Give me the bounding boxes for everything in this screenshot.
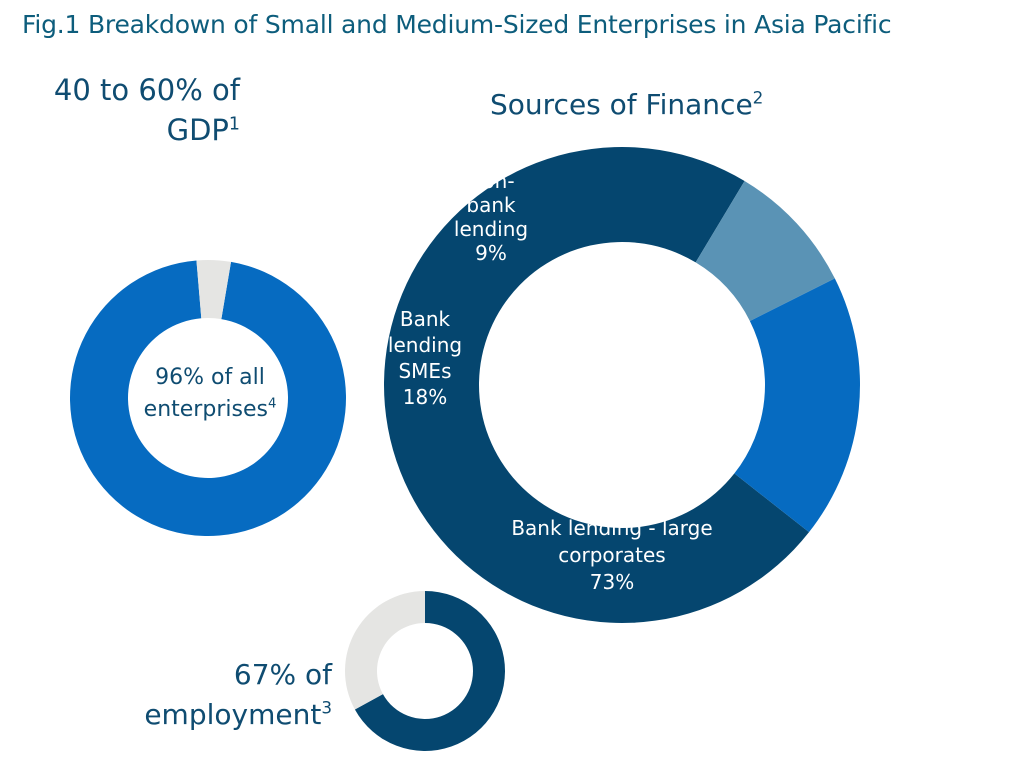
slice-label-line: 18% xyxy=(403,385,447,409)
donut-slice xyxy=(695,180,835,321)
slice-label: Bank lending SMEs 18% xyxy=(388,307,462,409)
donut-slice xyxy=(196,259,232,320)
donut-slice xyxy=(344,591,425,710)
gdp-label-line1: 40 to 60% of xyxy=(53,73,240,107)
slice-label-line: Bank lending - large xyxy=(511,516,712,540)
sources-of-finance-title-text: Sources of Finance xyxy=(490,88,753,121)
enterprises-label-line1: 96% of all xyxy=(155,365,265,390)
employment-label-line1: 67% of xyxy=(233,658,332,691)
employment-footnote-ref: 3 xyxy=(321,697,332,718)
donut-slice xyxy=(734,278,860,533)
employment-label: 67% of employment3 xyxy=(110,655,332,735)
slice-label-line: lending xyxy=(388,333,462,357)
finance-donut: Bank lending - large corporates 73%Bank len… xyxy=(384,147,860,623)
slice-label-line: bank xyxy=(466,193,516,217)
sources-of-finance-title: Sources of Finance2 xyxy=(490,88,763,121)
slice-label-line: Non- xyxy=(467,169,514,193)
enterprises-donut xyxy=(70,259,347,536)
enterprises-label: 96% of all enterprises4 xyxy=(120,362,300,426)
finance-footnote-ref: 2 xyxy=(752,87,764,108)
gdp-footnote-ref: 1 xyxy=(228,114,240,135)
slice-label-line: lending xyxy=(454,217,528,241)
donut-slice xyxy=(354,591,505,751)
enterprises-footnote-ref: 4 xyxy=(267,396,277,412)
slice-label-line: Bank xyxy=(400,307,451,331)
donut-slice xyxy=(70,260,347,536)
employment-label-line2: employment xyxy=(144,698,322,731)
slice-label-line: 73% xyxy=(590,570,634,594)
slice-label-line: SMEs xyxy=(398,359,451,383)
gdp-label-line2: GDP xyxy=(166,113,229,147)
donut-slice xyxy=(384,147,810,623)
enterprises-label-line2: enterprises xyxy=(143,397,268,422)
slice-label: Bank lending - large corporates 73% xyxy=(511,516,712,594)
slice-label-line: corporates xyxy=(558,543,665,567)
slice-label-line: 9% xyxy=(475,241,507,265)
employment-donut xyxy=(344,591,505,751)
figure-title: Fig.1 Breakdown of Small and Medium-Size… xyxy=(22,10,892,39)
slice-label: Non-bank lending 9% xyxy=(454,169,528,265)
gdp-label: 40 to 60% of GDP1 xyxy=(40,70,240,150)
